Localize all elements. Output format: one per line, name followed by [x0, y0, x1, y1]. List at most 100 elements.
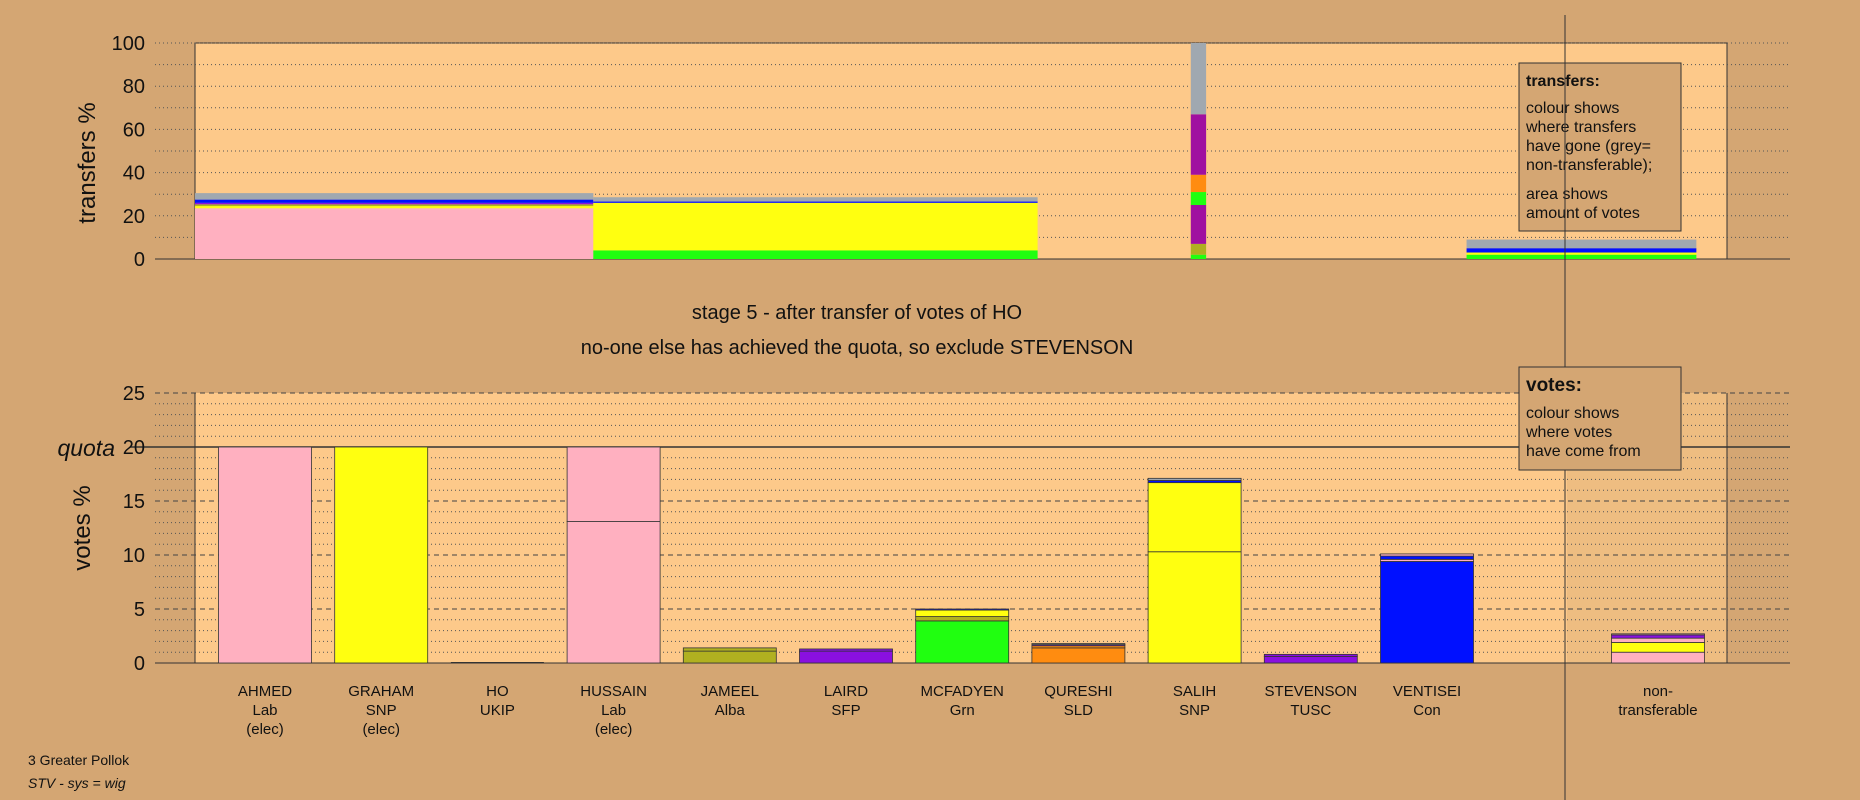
candidate-bar-segment — [799, 650, 893, 664]
transfers-column — [1190, 43, 1207, 259]
transfers-y-ticks: 0 20 40 60 80 100 — [112, 33, 145, 271]
candidate-label: TUSC — [1290, 702, 1331, 719]
candidate-bar-segment — [334, 446, 429, 664]
transfers-legend-line: area shows — [1526, 186, 1608, 203]
transfers-segment — [1190, 205, 1207, 244]
transfers-y-tick-label: 0 — [134, 249, 145, 271]
candidate-bar-segment — [1611, 634, 1705, 639]
transfers-segment — [1466, 239, 1697, 249]
candidate-label: SALIH — [1173, 683, 1216, 700]
transfers-legend-line: where transfers — [1525, 119, 1636, 136]
transfers-segment — [1190, 243, 1207, 255]
candidate-label: AHMED — [238, 683, 292, 700]
candidate-label: VENTISEI — [1393, 683, 1461, 700]
candidate-bar-segment — [1380, 555, 1474, 560]
candidate-bar — [334, 446, 429, 664]
candidate-bar-segment — [915, 609, 1010, 617]
candidate-label: QURESHI — [1044, 683, 1112, 700]
candidate-label: Grn — [950, 702, 975, 719]
transfers-legend-line: non-transferable); — [1526, 157, 1652, 174]
transfers-y-tick-label: 60 — [123, 119, 145, 141]
candidate-bar-segment — [566, 521, 661, 664]
transfers-y-tick-label: 80 — [123, 76, 145, 98]
candidate-label: STEVENSON — [1265, 683, 1358, 700]
votes-y-tick-label: 15 — [123, 491, 145, 513]
votes-y-axis-label: votes % — [69, 485, 96, 570]
candidate-bar-segment — [682, 647, 777, 652]
transfers-segment — [195, 202, 594, 205]
candidate-bar-segment — [1031, 643, 1126, 646]
candidate-bar — [566, 446, 661, 664]
transfers-legend-line: amount of votes — [1526, 205, 1640, 222]
candidate-bar-segment — [1263, 653, 1358, 657]
candidate-label: HUSSAIN — [580, 683, 647, 700]
transfers-segment — [1190, 174, 1207, 193]
transfers-legend-box — [1518, 62, 1682, 232]
votes-y-tick-label: 25 — [123, 383, 145, 405]
candidate-bar-segment — [682, 650, 777, 664]
candidate-label: Alba — [715, 702, 746, 719]
candidate-label: Lab — [252, 702, 277, 719]
candidate-label: LAIRD — [824, 683, 868, 700]
votes-y-ticks: 0 5 10 15 20 25 — [123, 383, 145, 675]
transfers-y-axis-label: transfers % — [74, 102, 101, 223]
candidate-label: UKIP — [480, 702, 515, 719]
candidate-label: Con — [1413, 702, 1441, 719]
quota-label: quota — [57, 435, 115, 461]
transfers-legend-line: colour shows — [1526, 100, 1619, 117]
candidate-bar-segment — [1611, 637, 1705, 643]
candidate-bar-segment — [1611, 642, 1705, 653]
candidate-labels: AHMED Lab (elec) GRAHAM SNP (elec) HO UKIP HUSSA… — [238, 683, 1698, 738]
candidate-bar — [1031, 643, 1126, 664]
transfers-segment — [1190, 114, 1207, 175]
votes-y-tick-label: 0 — [134, 653, 145, 675]
candidate-bar-segment — [915, 616, 1010, 622]
transfers-segment — [195, 193, 594, 200]
system-label: STV - sys = wig — [28, 775, 126, 791]
candidate-label: MCFADYEN — [921, 683, 1004, 700]
candidate-label: (elec) — [246, 721, 284, 738]
transfers-bars — [195, 43, 1697, 259]
transfers-segment — [1466, 252, 1697, 255]
transfers-column — [195, 193, 594, 259]
candidate-bar — [799, 648, 893, 664]
transfers-y-tick-label: 100 — [112, 33, 145, 55]
votes-y-tick-label: 10 — [123, 545, 145, 567]
candidate-bar-segment — [1611, 651, 1705, 664]
candidate-bar-segment — [915, 620, 1010, 664]
transfers-segment — [593, 250, 1038, 259]
votes-legend-box — [1518, 366, 1682, 471]
votes-legend-line: have come from — [1526, 443, 1641, 460]
candidate-label: SLD — [1064, 702, 1093, 719]
stage-description: stage 5 - after transfer of votes of HO — [692, 302, 1022, 324]
candidate-bar-segment — [799, 648, 893, 652]
votes-y-tick-label: 5 — [134, 599, 145, 621]
ward-name: 3 Greater Pollok — [28, 752, 130, 768]
candidate-bar — [1147, 477, 1242, 664]
candidate-bar-segment — [1380, 553, 1474, 557]
votes-legend: votes: colour shows where votes have com… — [1518, 366, 1682, 471]
candidate-bar-segment — [1380, 561, 1474, 664]
transfers-segment — [195, 206, 594, 209]
votes-bars — [218, 446, 1705, 664]
candidate-label: JAMEEL — [701, 683, 759, 700]
transfers-column — [1466, 239, 1697, 259]
candidate-bar-segment — [1031, 647, 1126, 664]
transfers-segment — [593, 202, 1038, 251]
candidate-label: SNP — [1179, 702, 1210, 719]
transfers-segment — [195, 199, 594, 203]
transfers-segment — [1466, 248, 1697, 253]
candidate-bar-segment — [1147, 482, 1242, 553]
candidate-bar-segment — [1611, 633, 1705, 636]
candidate-bar — [1263, 653, 1358, 664]
votes-legend-title: votes: — [1526, 375, 1582, 396]
transfers-segment — [593, 197, 1038, 202]
transfers-y-tick-label: 40 — [123, 163, 145, 185]
candidate-label: HO — [486, 683, 509, 700]
votes-legend-line: colour shows — [1526, 405, 1619, 422]
candidate-bar-segment — [1147, 551, 1242, 664]
transfers-segment — [195, 204, 594, 207]
candidate-label: SNP — [366, 702, 397, 719]
transfers-legend-title: transfers: — [1526, 73, 1600, 90]
